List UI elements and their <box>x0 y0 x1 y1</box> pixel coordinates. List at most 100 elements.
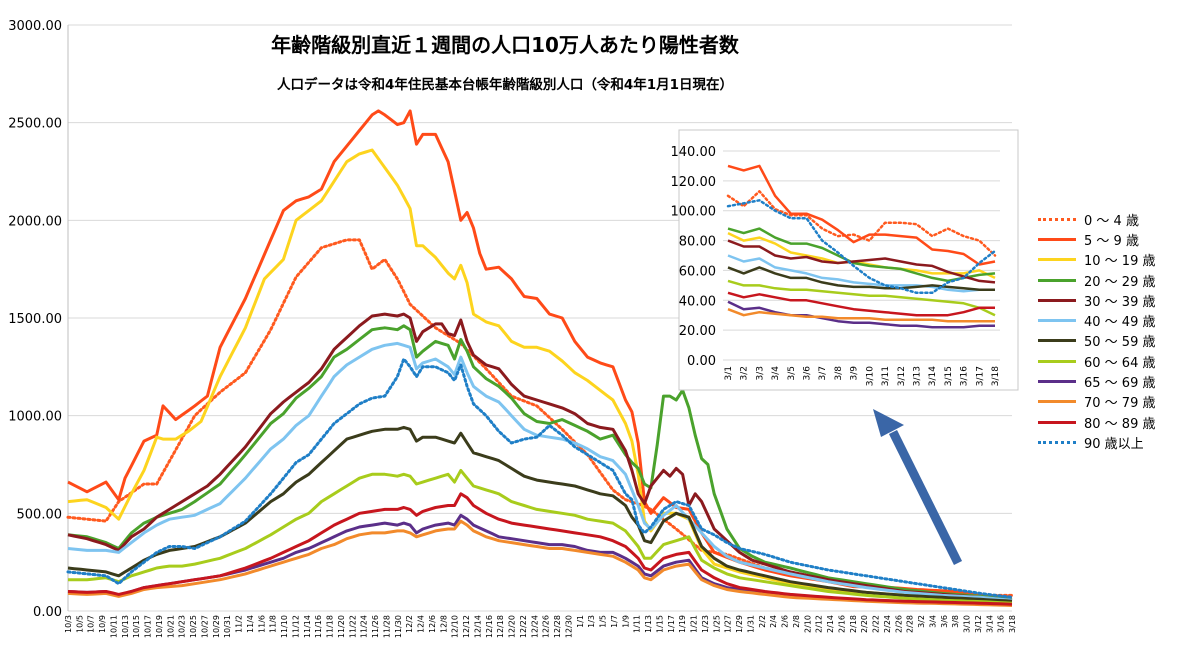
main-x-tick-label: 2/28 <box>906 615 915 633</box>
main-y-axis: 0.00 500.00 1000.00 1500.00 2000.00 2500.00 30… <box>8 19 62 620</box>
main-y-tick-label: 1500.00 <box>8 312 62 327</box>
main-x-tick-label: 1/15 <box>655 615 664 633</box>
main-x-tick-label: 12/26 <box>542 615 551 638</box>
inset-series-group <box>726 164 997 329</box>
chart-title: 年齢階級別直近１週間の人口10万人あたり陽性者数 <box>271 33 740 57</box>
legend-item: 90 歳以上 <box>1038 432 1198 452</box>
inset-x-tick-label: 3/12 <box>897 366 907 386</box>
main-x-tick-label: 2/18 <box>849 615 858 633</box>
pointer-arrow-head <box>873 409 904 437</box>
legend-swatch <box>1038 440 1076 444</box>
inset-x-tick-label: 3/2 <box>740 366 750 380</box>
main-x-tick-label: 11/4 <box>246 615 255 633</box>
main-x-tick-label: 2/16 <box>837 615 846 633</box>
main-series-line <box>67 519 1013 607</box>
legend-label: 50 ～ 59 歳 <box>1084 335 1156 351</box>
main-x-tick-label: 1/11 <box>633 615 642 633</box>
main-x-tick-label: 3/2 <box>917 615 926 628</box>
inset-series-line <box>727 279 996 317</box>
legend-label: 5 ～ 9 歳 <box>1084 233 1139 249</box>
main-x-tick-label: 11/6 <box>257 615 266 633</box>
legend-label: 0 ～ 4 歳 <box>1084 213 1139 229</box>
main-x-tick-label: 2/8 <box>792 615 801 628</box>
inset-x-tick-label: 3/16 <box>960 366 970 386</box>
main-series-line <box>67 492 1013 606</box>
main-series-group <box>66 109 1014 607</box>
main-x-tick-label: 11/2 <box>235 615 244 633</box>
legend-swatch <box>1038 400 1076 404</box>
legend-swatch <box>1038 217 1076 221</box>
main-x-tick-label: 1/21 <box>690 615 699 633</box>
main-x-tick-label: 1/7 <box>610 615 619 628</box>
legend-label: 10 ～ 19 歳 <box>1084 254 1156 270</box>
inset-x-tick-label: 3/4 <box>771 366 781 381</box>
legend-item: 20 ～ 29 歳 <box>1038 270 1198 290</box>
legend-swatch <box>1038 380 1076 384</box>
main-x-tick-label: 11/24 <box>360 615 369 638</box>
main-x-tick-label: 1/31 <box>746 615 755 633</box>
main-x-tick-label: 10/29 <box>212 615 221 638</box>
main-x-tick-label: 11/12 <box>291 615 300 638</box>
main-x-tick-label: 10/25 <box>189 615 198 638</box>
legend-item: 10 ～ 19 歳 <box>1038 250 1198 270</box>
inset-x-tick-label: 3/5 <box>787 366 797 380</box>
main-series-line <box>67 312 1013 602</box>
main-series-line <box>68 468 1013 605</box>
main-x-tick-label: 12/16 <box>485 615 494 638</box>
inset-series-line <box>726 199 997 295</box>
inset-series-line <box>727 300 995 329</box>
main-x-tick-label: 1/29 <box>735 615 744 633</box>
main-x-tick-label: 11/16 <box>314 615 323 638</box>
legend-swatch <box>1038 319 1076 323</box>
main-x-tick-label: 3/16 <box>997 615 1006 633</box>
inset-x-tick-label: 3/14 <box>928 366 938 386</box>
inset-x-tick-label: 3/18 <box>991 366 1001 386</box>
main-x-tick-label: 1/3 <box>587 615 596 628</box>
legend-item: 50 ～ 59 歳 <box>1038 331 1198 351</box>
legend-label: 90 歳以上 <box>1084 436 1144 452</box>
legend-label: 70 ～ 79 歳 <box>1084 396 1156 412</box>
main-x-tick-label: 3/12 <box>974 615 983 633</box>
main-x-tick-label: 11/22 <box>348 615 357 638</box>
main-x-tick-label: 10/3 <box>64 615 73 633</box>
main-x-tick-label: 12/4 <box>417 615 426 633</box>
legend-label: 40 ～ 49 歳 <box>1084 315 1156 331</box>
main-x-axis: 10/3 10/5 10/7 10/9 10/11 10/13 10/15 10/17 10/1… <box>64 615 1017 638</box>
main-x-tick-label: 1/13 <box>644 615 653 633</box>
main-x-tick-label: 10/31 <box>223 615 232 638</box>
main-x-tick-label: 10/27 <box>200 615 209 638</box>
inset-series-line <box>727 308 995 323</box>
inset-y-tick-label: 20.00 <box>679 324 716 339</box>
inset-y-axis: 0.00 20.00 40.00 60.00 80.00 100.00 120.00 140.… <box>671 145 717 369</box>
legend-swatch <box>1038 359 1076 363</box>
main-y-tick-label: 0.00 <box>33 605 62 620</box>
legend-item: 60 ～ 64 歳 <box>1038 351 1198 371</box>
main-x-tick-label: 11/28 <box>382 615 391 638</box>
main-x-tick-label: 12/30 <box>564 615 573 638</box>
inset-x-tick-label: 3/11 <box>881 366 891 386</box>
main-x-tick-label: 10/5 <box>75 615 84 633</box>
inset-x-tick-label: 3/9 <box>850 366 860 381</box>
main-x-tick-label: 1/27 <box>724 615 733 633</box>
main-x-tick-label: 3/10 <box>963 615 972 633</box>
inset-x-tick-label: 3/1 <box>724 366 734 380</box>
main-x-tick-label: 10/9 <box>98 615 107 633</box>
main-x-tick-label: 10/11 <box>109 615 118 638</box>
main-x-tick-label: 11/18 <box>326 615 335 638</box>
main-x-tick-label: 1/19 <box>678 615 687 633</box>
main-x-tick-label: 2/10 <box>803 615 812 633</box>
main-series-line <box>66 357 1014 599</box>
main-x-tick-label: 2/12 <box>815 615 824 633</box>
inset-y-tick-label: 100.00 <box>671 205 717 220</box>
inset-x-tick-label: 3/8 <box>834 366 844 381</box>
legend: 0 ～ 4 歳 5 ～ 9 歳 10 ～ 19 歳 20 ～ 29 歳 30 ～ 39 … <box>1038 209 1198 453</box>
main-x-tick-label: 10/15 <box>132 615 141 638</box>
legend-item: 40 ～ 49 歳 <box>1038 310 1198 330</box>
legend-label: 30 ～ 39 歳 <box>1084 294 1156 310</box>
inset-y-tick-label: 120.00 <box>671 175 717 190</box>
main-x-tick-label: 10/23 <box>178 615 187 638</box>
legend-item: 5 ～ 9 歳 <box>1038 229 1198 249</box>
main-x-tick-label: 12/24 <box>530 615 539 638</box>
inset-y-tick-label: 40.00 <box>679 294 716 309</box>
chart-subtitle: 人口データは令和4年住民基本台帳年齢階級別人口（令和4年1月1日現在） <box>277 76 733 93</box>
